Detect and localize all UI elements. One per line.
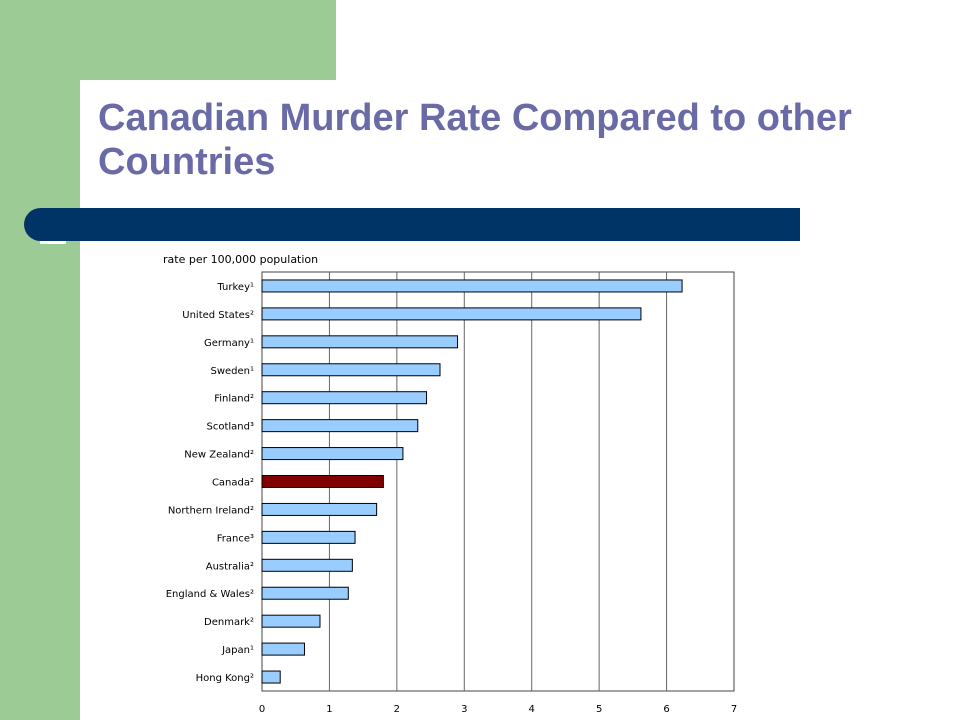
bar [261, 475, 384, 488]
bar [261, 447, 404, 461]
category-label: France³ [217, 533, 254, 544]
bar [261, 502, 378, 516]
x-tick-label: 1 [326, 704, 332, 715]
bar [261, 279, 683, 293]
category-label: Sweden¹ [210, 366, 254, 377]
category-label: Denmark² [204, 617, 254, 628]
bar [261, 586, 349, 600]
category-label: Scotland³ [207, 422, 255, 433]
x-tick-label: 3 [461, 704, 467, 715]
bar [261, 670, 281, 684]
category-label: England & Wales² [166, 589, 254, 600]
bar [261, 614, 321, 628]
bar-chart: rate per 100,000 population Turkey¹ Unite… [163, 253, 737, 715]
bars [261, 279, 683, 684]
x-tick-label: 5 [596, 704, 602, 715]
slide-title: Canadian Murder Rate Compared to other C… [98, 97, 852, 183]
bar [261, 530, 356, 544]
category-label: Northern Ireland² [168, 505, 254, 516]
bar [261, 335, 459, 349]
category-label: United States² [182, 310, 254, 321]
category-label: Germany¹ [204, 338, 254, 349]
category-label: Hong Kong² [196, 673, 254, 684]
bar [261, 307, 642, 321]
x-tick-label: 6 [663, 704, 669, 715]
category-label: Turkey¹ [216, 282, 254, 293]
category-labels: Turkey¹ United States² Germany¹ Sweden¹ Finl… [166, 282, 254, 684]
left-green-band [0, 0, 80, 720]
category-label: Japan¹ [221, 645, 254, 656]
title-underline-bar [24, 208, 800, 241]
category-label: New Zealand² [184, 450, 254, 461]
x-tick-label: 0 [259, 704, 265, 715]
unit-label: rate per 100,000 population [163, 253, 318, 266]
x-tick-label: 4 [529, 704, 535, 715]
bar [261, 391, 428, 405]
category-label: Australia² [206, 561, 254, 572]
bar [261, 642, 305, 656]
bar [261, 363, 441, 377]
category-label: Canada² [212, 478, 254, 489]
x-tick-labels: 0 1 2 3 4 5 6 7 [259, 704, 737, 715]
x-tick-label: 2 [394, 704, 400, 715]
x-tick-label: 7 [731, 704, 737, 715]
title-bar-notch [40, 241, 66, 244]
top-green-block [80, 0, 336, 80]
bar [261, 558, 353, 572]
bar [261, 419, 419, 433]
category-label: Finland² [214, 394, 254, 405]
